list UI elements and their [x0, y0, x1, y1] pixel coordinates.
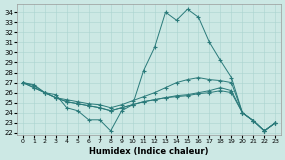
X-axis label: Humidex (Indice chaleur): Humidex (Indice chaleur) — [89, 147, 209, 156]
